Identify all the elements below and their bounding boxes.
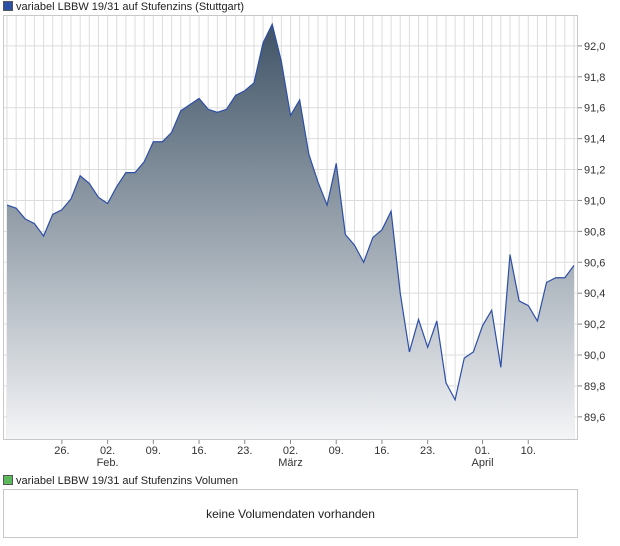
price-chart: 89,6 89,8 90,0 90,2 90,4 90,6 90,8 91,0 91,2 91,4… xyxy=(3,15,605,469)
plot-frame xyxy=(3,15,578,440)
y-tick-label: 90,6 xyxy=(584,257,605,269)
legend-volume: variabel LBBW 19/31 auf Stufenzins Volum… xyxy=(3,474,238,488)
x-tick-label: 23. xyxy=(420,445,435,457)
x-tick-month-label: Feb. xyxy=(97,457,119,469)
y-tick-label: 89,6 xyxy=(584,412,605,424)
x-tick-month-label: März xyxy=(278,457,302,469)
y-axis: 89,6 89,8 90,0 90,2 90,4 90,6 90,8 91,0 91,2 91,4… xyxy=(578,41,605,424)
x-tick-label: 09. xyxy=(329,445,344,457)
legend-price-label: variabel LBBW 19/31 auf Stufenzins (Stut… xyxy=(16,1,245,13)
y-tick-label: 90,8 xyxy=(584,226,605,238)
y-tick-label: 91,4 xyxy=(584,134,605,146)
x-tick-label: 16. xyxy=(191,445,206,457)
volume-empty-message: keine Volumendaten vorhanden xyxy=(206,507,375,521)
x-tick-label: 23. xyxy=(237,445,252,457)
x-tick-label: 16. xyxy=(374,445,389,457)
legend-price: variabel LBBW 19/31 auf Stufenzins (Stut… xyxy=(3,0,244,14)
legend-volume-label: variabel LBBW 19/31 auf Stufenzins Volum… xyxy=(16,475,238,487)
x-tick-label: 09. xyxy=(146,445,161,457)
x-tick-label: 01. xyxy=(475,445,490,457)
legend-volume-swatch xyxy=(3,475,13,485)
volume-panel: keine Volumendaten vorhanden xyxy=(3,489,578,538)
y-tick-label: 90,2 xyxy=(584,319,605,331)
x-tick-label: 02. xyxy=(100,445,115,457)
price-line xyxy=(6,22,575,402)
x-tick-label: 10. xyxy=(521,445,536,457)
y-tick-label: 91,8 xyxy=(584,72,605,84)
x-tick-label: 02. xyxy=(283,445,298,457)
y-tick-label: 89,8 xyxy=(584,381,605,393)
y-tick-label: 91,0 xyxy=(584,195,605,207)
y-tick-label: 91,6 xyxy=(584,103,605,115)
y-tick-label: 92,0 xyxy=(584,41,605,53)
y-tick-label: 90,0 xyxy=(584,350,605,362)
x-tick-label: 26. xyxy=(54,445,69,457)
legend-price-swatch xyxy=(3,1,13,11)
price-area xyxy=(7,24,574,441)
x-tick-month-label: April xyxy=(472,457,494,469)
y-tick-label: 91,2 xyxy=(584,165,605,177)
y-tick-label: 90,4 xyxy=(584,288,605,300)
